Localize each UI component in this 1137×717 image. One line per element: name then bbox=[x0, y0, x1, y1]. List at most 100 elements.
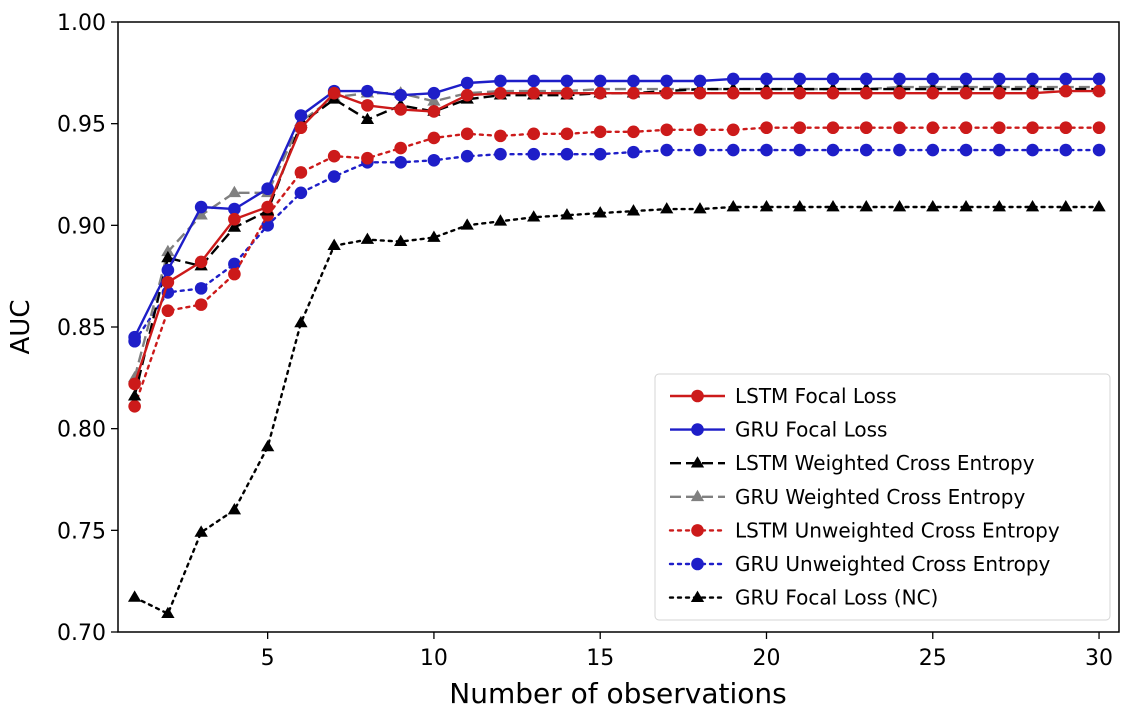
data-point bbox=[826, 200, 840, 212]
y-tick-label: 0.85 bbox=[57, 316, 106, 341]
legend-swatch-marker bbox=[690, 489, 705, 502]
data-point bbox=[726, 143, 740, 157]
data-point bbox=[726, 200, 740, 212]
data-point bbox=[1059, 121, 1073, 135]
data-point bbox=[127, 389, 142, 401]
data-point bbox=[527, 210, 541, 222]
data-point bbox=[1059, 143, 1073, 157]
data-point bbox=[194, 208, 208, 220]
data-point bbox=[627, 125, 640, 139]
data-point bbox=[460, 76, 474, 90]
data-point bbox=[460, 218, 474, 230]
data-point bbox=[427, 131, 441, 145]
y-tick-label: 1.00 bbox=[57, 11, 106, 36]
data-point bbox=[228, 212, 241, 226]
data-point bbox=[394, 103, 407, 116]
data-point bbox=[560, 127, 574, 141]
data-point bbox=[394, 234, 408, 246]
data-point bbox=[992, 86, 1006, 100]
legend-entry: GRU Weighted Cross Entropy bbox=[670, 485, 1025, 509]
data-point bbox=[893, 143, 906, 157]
data-point bbox=[959, 72, 973, 86]
legend-swatch-marker bbox=[691, 389, 704, 403]
data-point bbox=[760, 143, 773, 157]
data-point bbox=[327, 86, 341, 100]
data-point bbox=[593, 206, 607, 218]
data-point bbox=[494, 147, 507, 161]
y-tick-label: 0.70 bbox=[57, 621, 106, 646]
data-point bbox=[593, 125, 607, 139]
data-point bbox=[360, 112, 375, 124]
data-point bbox=[627, 145, 640, 159]
data-point bbox=[826, 143, 840, 157]
data-point bbox=[693, 143, 707, 157]
data-point bbox=[893, 86, 906, 100]
data-point bbox=[460, 127, 474, 141]
data-point bbox=[194, 525, 208, 537]
data-point bbox=[1092, 72, 1106, 86]
legend-label: LSTM Focal Loss bbox=[735, 384, 897, 408]
legend-label: GRU Focal Loss (NC) bbox=[735, 586, 938, 610]
legend-entry: LSTM Weighted Cross Entropy bbox=[670, 451, 1035, 475]
data-point bbox=[361, 84, 374, 98]
data-point bbox=[294, 315, 308, 328]
data-point bbox=[627, 74, 640, 88]
data-point bbox=[527, 147, 540, 161]
data-point bbox=[427, 153, 441, 167]
data-point bbox=[228, 202, 241, 216]
data-point bbox=[1092, 84, 1106, 98]
data-point bbox=[294, 121, 308, 135]
data-point bbox=[926, 86, 940, 100]
data-point bbox=[194, 200, 208, 214]
x-tick-label: 10 bbox=[420, 646, 448, 671]
data-point bbox=[394, 88, 407, 102]
data-point bbox=[992, 200, 1006, 212]
x-axis: 5 10 15 20 25 30 bbox=[261, 632, 1113, 671]
data-point bbox=[859, 72, 873, 86]
data-point bbox=[859, 143, 873, 157]
series-lstm-focal-loss bbox=[128, 84, 1106, 391]
legend-label: GRU Focal Loss bbox=[735, 418, 887, 442]
data-point bbox=[760, 72, 773, 86]
data-point bbox=[793, 121, 807, 135]
data-point bbox=[793, 72, 807, 86]
legend-swatch-marker bbox=[691, 524, 704, 537]
data-point bbox=[892, 200, 907, 212]
data-point bbox=[1059, 200, 1073, 212]
data-point bbox=[294, 166, 308, 179]
data-point bbox=[826, 86, 840, 100]
data-point bbox=[893, 121, 906, 135]
data-point bbox=[194, 298, 208, 311]
data-point bbox=[161, 275, 175, 289]
legend: LSTM Focal Loss GRU Focal Loss LSTM Weight… bbox=[654, 373, 1111, 621]
data-point bbox=[793, 200, 807, 212]
data-point bbox=[361, 99, 374, 112]
legend-entry: GRU Focal Loss (NC) bbox=[668, 586, 938, 610]
data-point bbox=[1026, 86, 1039, 100]
data-point bbox=[1026, 121, 1039, 135]
data-point bbox=[427, 105, 441, 118]
data-point bbox=[394, 156, 407, 169]
data-point bbox=[793, 143, 807, 157]
data-point bbox=[859, 86, 873, 100]
legend-label: LSTM Unweighted Cross Entropy bbox=[735, 518, 1060, 542]
data-point bbox=[194, 282, 208, 295]
data-point bbox=[693, 86, 707, 100]
data-point bbox=[926, 72, 940, 86]
y-axis: 0.70 0.75 0.80 0.85 0.90 0.95 1.00 bbox=[57, 11, 118, 646]
y-tick-label: 0.90 bbox=[57, 214, 106, 239]
data-point bbox=[261, 182, 274, 196]
data-point bbox=[1059, 84, 1073, 98]
data-point bbox=[261, 200, 274, 214]
data-point bbox=[793, 86, 807, 100]
data-point bbox=[460, 88, 474, 102]
data-point bbox=[826, 121, 840, 135]
data-point bbox=[726, 72, 740, 86]
data-point bbox=[593, 74, 607, 88]
legend-entry: LSTM Focal Loss bbox=[670, 384, 897, 408]
data-point bbox=[959, 121, 973, 135]
data-point bbox=[227, 220, 242, 232]
data-point bbox=[527, 127, 540, 141]
data-point bbox=[560, 74, 574, 88]
data-point bbox=[161, 304, 175, 318]
